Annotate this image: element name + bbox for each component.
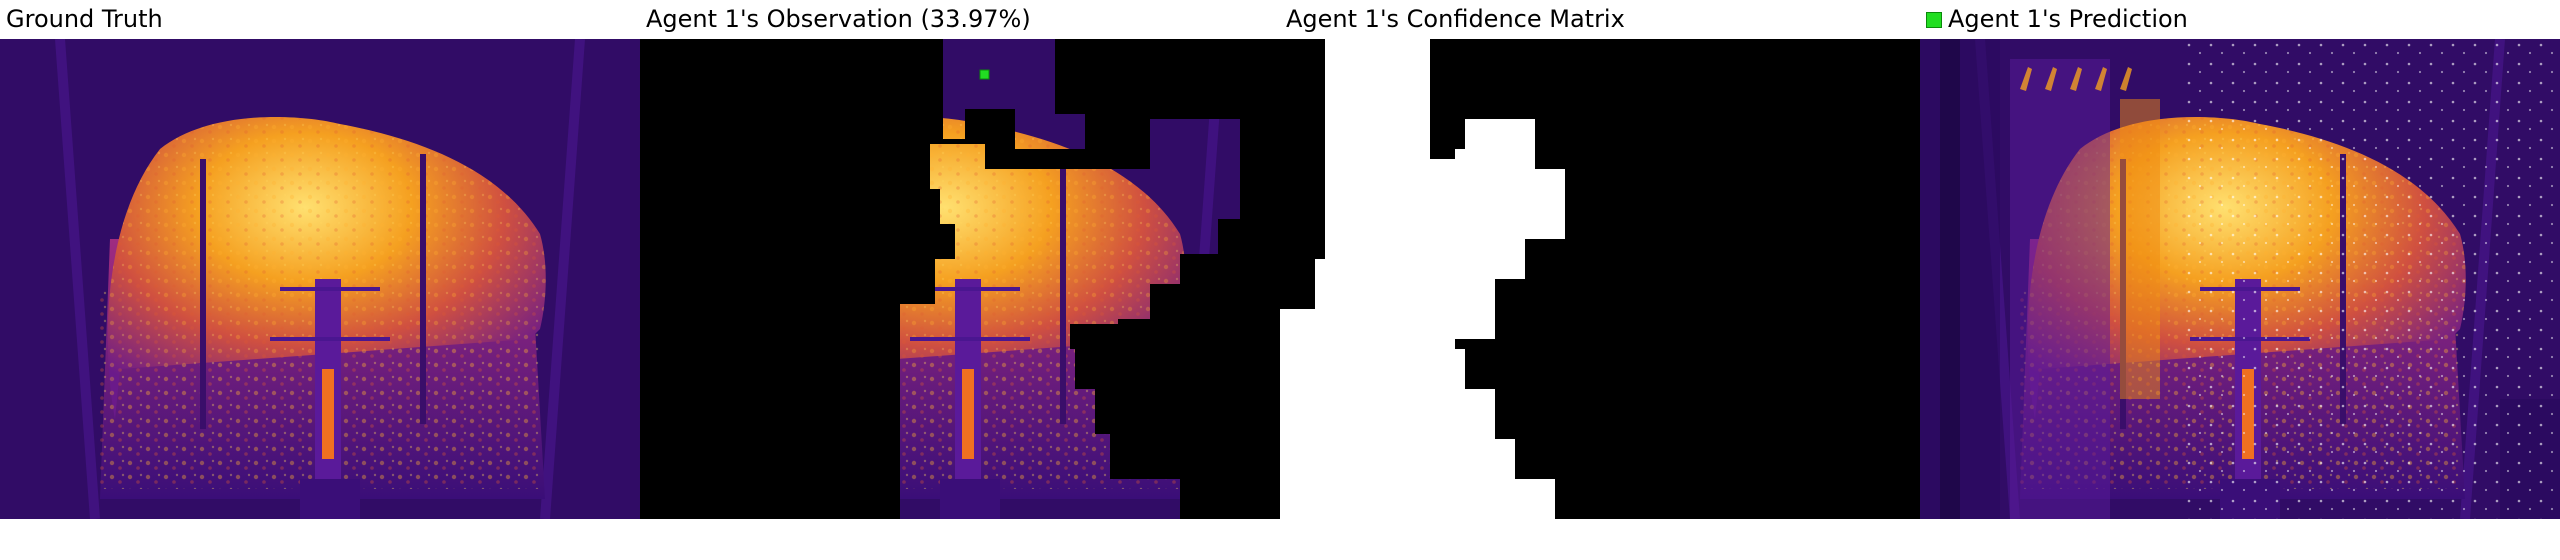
panel-title-confidence: Agent 1's Confidence Matrix (1286, 5, 1625, 33)
agent-marker-icon (1926, 12, 1942, 28)
panel-title-ground-truth: Ground Truth (6, 5, 163, 33)
confidence-matrix-image (1280, 39, 1920, 519)
prediction-title-label: Agent 1's Prediction (1948, 5, 2188, 33)
panel-title-prediction: Agent 1's Prediction (1926, 2, 2188, 36)
agent-position-marker (979, 69, 990, 80)
observation-image (640, 39, 1280, 519)
prediction-image (1920, 39, 2560, 519)
ground-truth-image (0, 39, 640, 519)
panel-title-observation: Agent 1's Observation (33.97%) (646, 5, 1031, 33)
